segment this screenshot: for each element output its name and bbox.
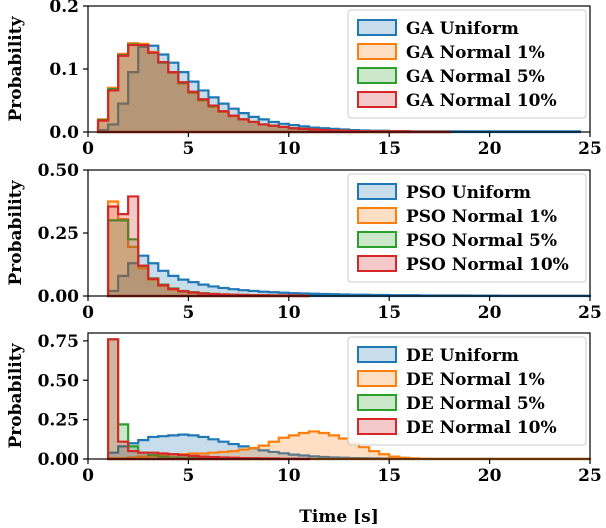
y-tick-label: 0.0 xyxy=(49,123,79,143)
legend-swatch xyxy=(357,91,397,108)
legend-swatch xyxy=(357,207,397,224)
x-tick-label: 10 xyxy=(277,303,301,323)
legend-swatch xyxy=(357,19,397,36)
x-tick-label: 25 xyxy=(578,466,602,486)
legend-entry: PSO Uniform xyxy=(406,183,531,203)
legend-entry: GA Normal 1% xyxy=(406,43,545,63)
legend-swatch xyxy=(357,183,397,200)
y-axis-label: Probability xyxy=(6,179,26,285)
legend-box xyxy=(347,336,587,446)
legend-entry: DE Normal 5% xyxy=(406,394,545,414)
legend-swatch xyxy=(357,370,397,387)
y-tick-label: 0.1 xyxy=(49,60,79,80)
y-tick-label: 0.50 xyxy=(38,161,80,181)
legend: GA Uniform GA Normal 1% GA Normal 5% GA Nor… xyxy=(347,9,587,119)
x-tick-label: 0 xyxy=(82,466,94,486)
legend-swatch xyxy=(357,346,397,363)
x-tick-label: 20 xyxy=(478,139,502,159)
legend-entry: DE Normal 10% xyxy=(406,418,557,438)
x-tick-label: 0 xyxy=(82,303,94,323)
panel-2: 0.00 0.25 0.50 0 5 10 15 20 25 Probability PSO Uni… xyxy=(6,161,602,323)
legend-entry: DE Normal 1% xyxy=(406,370,545,390)
x-tick-label: 15 xyxy=(377,466,401,486)
x-tick-label: 10 xyxy=(277,466,301,486)
x-tick-label: 0 xyxy=(82,139,94,159)
y-tick-label: 0.75 xyxy=(38,332,79,352)
legend-box xyxy=(347,173,587,283)
histogram-pso-normal-10- xyxy=(106,195,310,298)
x-tick-label: 5 xyxy=(182,303,194,323)
y-tick-label: 0.50 xyxy=(38,371,80,391)
x-axis-label: Time [s] xyxy=(299,507,379,527)
y-axis-label: Probability xyxy=(6,342,26,448)
y-tick-label: 0.25 xyxy=(38,411,79,431)
y-tick-label: 0.2 xyxy=(49,0,79,17)
legend: PSO Uniform PSO Normal 1% PSO Normal 5% PSO… xyxy=(347,173,587,283)
legend-swatch xyxy=(357,67,397,84)
legend-entry: PSO Normal 1% xyxy=(406,207,557,227)
y-tick-label: 0.00 xyxy=(38,287,80,307)
x-tick-label: 15 xyxy=(377,303,401,323)
x-tick-label: 5 xyxy=(182,139,194,159)
legend-entry: DE Uniform xyxy=(406,346,519,366)
legend-swatch xyxy=(357,418,397,435)
x-tick-label: 15 xyxy=(377,139,401,159)
legend-entry: GA Uniform xyxy=(406,19,519,39)
y-tick-label: 0.00 xyxy=(38,450,80,470)
axes-frame xyxy=(87,332,591,460)
legend-entry: GA Normal 10% xyxy=(406,91,557,111)
y-axis-label: Probability xyxy=(6,15,26,121)
x-tick-label: 20 xyxy=(478,303,502,323)
panel-1: 0.0 0.1 0.2 0 5 10 15 20 25 Probability GA Uniform… xyxy=(6,0,602,159)
legend-entry: GA Normal 5% xyxy=(406,67,545,87)
x-tick-label: 25 xyxy=(578,303,602,323)
legend-entry: PSO Normal 10% xyxy=(406,255,569,275)
x-tick-label: 5 xyxy=(182,466,194,486)
legend-swatch xyxy=(357,43,397,60)
legend-swatch xyxy=(357,394,397,411)
x-tick-label: 25 xyxy=(578,139,602,159)
y-tick-label: 0.25 xyxy=(38,224,79,244)
legend-swatch xyxy=(357,231,397,248)
panel-3: 0.00 0.25 0.50 0.75 0 5 10 15 20 25 Probability DE … xyxy=(6,332,602,486)
legend-swatch xyxy=(357,255,397,272)
histogram-ga-normal-10- xyxy=(96,43,451,134)
x-tick-label: 10 xyxy=(277,139,301,159)
legend-box xyxy=(347,9,587,119)
legend: DE Uniform DE Normal 1% DE Normal 5% DE Nor… xyxy=(347,336,587,446)
x-tick-label: 20 xyxy=(478,466,502,486)
legend-entry: PSO Normal 5% xyxy=(406,231,557,251)
